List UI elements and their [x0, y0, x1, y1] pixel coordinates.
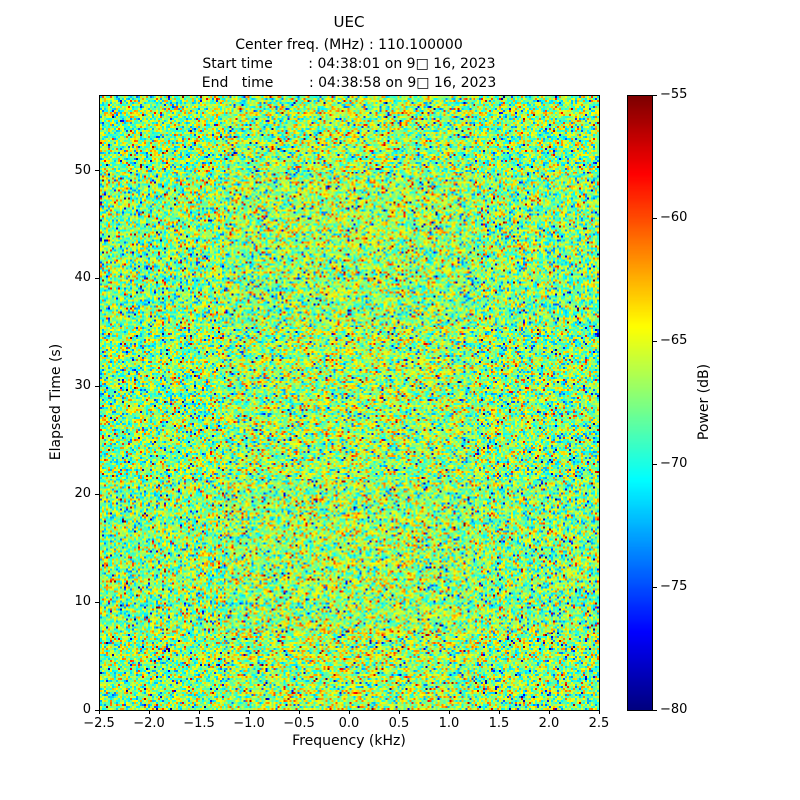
y-tick-label: 30 — [74, 378, 91, 394]
colorbar-tick-label: −80 — [660, 702, 688, 717]
x-tick-label: −1.0 — [233, 716, 265, 731]
x-tick-label: 2.5 — [588, 716, 610, 731]
y-tick-label: 0 — [82, 702, 91, 717]
colorbar-tick-mark — [653, 340, 657, 342]
y-tick-label: 20 — [74, 486, 91, 502]
colorbar-label: Power (dB) — [696, 363, 712, 441]
x-tick-label: 1.0 — [438, 716, 460, 731]
spectrogram-heatmap-canvas — [100, 96, 599, 710]
x-tick-label: −2.5 — [83, 716, 115, 731]
colorbar-gradient-canvas — [628, 96, 652, 710]
x-tick-label: 0.0 — [338, 716, 360, 731]
start-time-line: Start time : 04:38:01 on 9□ 16, 2023 — [202, 56, 496, 72]
x-tick-label: −1.5 — [183, 716, 215, 731]
colorbar — [627, 95, 653, 711]
x-tick-label: 1.5 — [488, 716, 510, 731]
end-time-line: End time : 04:38:58 on 9□ 16, 2023 — [201, 75, 497, 91]
y-axis-label: Elapsed Time (s) — [48, 343, 64, 461]
colorbar-tick-label: −65 — [660, 333, 688, 348]
colorbar-tick-mark — [653, 586, 657, 588]
x-tick-label: 0.5 — [388, 716, 410, 731]
colorbar-tick-label: −70 — [660, 456, 688, 471]
y-tick-label: 40 — [74, 270, 91, 286]
colorbar-tick-mark — [653, 709, 657, 711]
y-tick-label: 10 — [74, 594, 91, 610]
colorbar-tick-mark — [653, 94, 657, 96]
y-tick-label: 50 — [74, 162, 91, 178]
x-tick-label: −2.0 — [133, 716, 165, 731]
colorbar-tick-label: −55 — [660, 87, 688, 102]
center-frequency-line: Center freq. (MHz) : 110.100000 — [235, 37, 463, 53]
colorbar-tick-mark — [653, 463, 657, 465]
chart-title: UEC — [333, 13, 365, 31]
heatmap-plot-area — [99, 95, 600, 711]
x-tick-label: −0.5 — [283, 716, 315, 731]
x-axis-label: Frequency (kHz) — [292, 733, 406, 749]
colorbar-tick-mark — [653, 217, 657, 219]
x-tick-label: 2.0 — [538, 716, 560, 731]
colorbar-tick-label: −60 — [660, 210, 688, 225]
colorbar-tick-label: −75 — [660, 579, 688, 594]
